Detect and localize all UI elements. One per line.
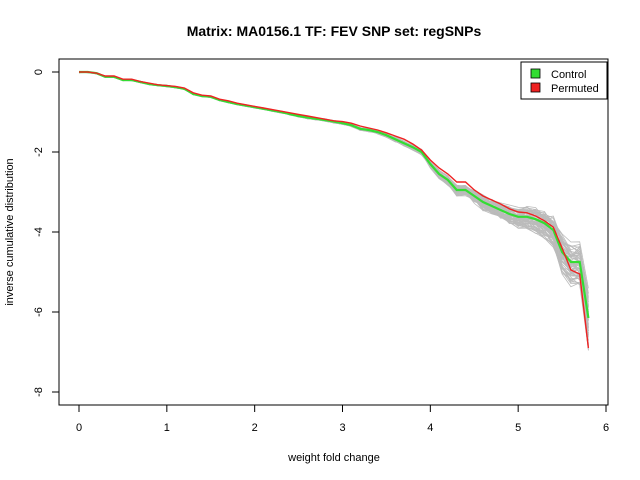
x-tick-label: 3 (339, 422, 345, 434)
background-run-line (78, 71, 589, 318)
background-run-line (79, 71, 589, 317)
background-run-line (78, 71, 589, 315)
background-run-line (78, 71, 589, 305)
background-run-line (78, 72, 589, 320)
background-run-line (78, 71, 589, 327)
background-run-line (79, 71, 589, 332)
background-run-line (78, 71, 589, 326)
background-run-line (78, 71, 589, 338)
background-run-line (78, 71, 589, 318)
background-run-line (78, 71, 589, 317)
background-run-line (79, 71, 589, 289)
series-line-control (79, 70, 590, 319)
background-run-line (79, 71, 589, 332)
legend-label-control: Control (551, 69, 586, 81)
background-run-line (78, 71, 589, 320)
legend-box (520, 61, 608, 100)
background-run-line (78, 71, 589, 313)
x-axis: 0 1 2 3 4 5 6 (76, 404, 609, 434)
series-line-permuted (79, 71, 590, 349)
background-run-line (78, 71, 589, 294)
x-tick-label: 6 (603, 422, 609, 434)
x-tick-label: 0 (76, 422, 82, 434)
background-run-line (79, 71, 589, 308)
background-run-line (79, 71, 589, 307)
y-tick-label: -2 (33, 147, 45, 157)
background-run-line (78, 72, 589, 294)
background-run-line (78, 71, 589, 329)
background-run-line (79, 71, 589, 311)
background-run-line (78, 71, 589, 321)
background-run-line (78, 71, 589, 334)
y-tick-label: 0 (33, 69, 45, 75)
background-run-line (79, 71, 589, 332)
background-run-line (79, 71, 589, 313)
background-run-line (78, 71, 589, 300)
plot-frame (58, 58, 609, 406)
background-run-line (78, 71, 589, 336)
legend-swatch-control (530, 68, 541, 79)
background-run-line (78, 71, 589, 332)
background-run-line (79, 71, 589, 325)
y-tick-label: -6 (33, 307, 45, 317)
background-run-line (78, 71, 589, 308)
x-axis-label: weight fold change (287, 452, 380, 464)
background-run-line (78, 71, 589, 315)
x-tick-label: 2 (252, 422, 258, 434)
background-run-line (78, 71, 589, 328)
y-axis: 0 -2 -4 -6 -8 (33, 69, 60, 397)
x-tick-label: 4 (427, 422, 433, 434)
background-run-line (79, 71, 589, 341)
legend-swatch-permuted (530, 82, 541, 93)
background-run-line (78, 71, 589, 334)
background-run-line (78, 71, 589, 315)
background-run-line (79, 71, 589, 311)
background-run-line (79, 71, 589, 313)
background-run-line (78, 71, 589, 335)
chart-title: Matrix: MA0156.1 TF: FEV SNP set: regSNP… (187, 23, 482, 39)
background-run-line (78, 71, 589, 329)
background-runs (78, 71, 589, 351)
x-tick-label: 1 (164, 422, 170, 434)
background-run-line (79, 71, 589, 302)
background-run-line (79, 72, 589, 336)
x-tick-label: 5 (515, 422, 521, 434)
y-tick-label: -8 (33, 387, 45, 397)
background-run-line (78, 71, 589, 307)
legend: Control Permuted (520, 61, 608, 100)
background-run-line (78, 71, 589, 321)
series-lines (79, 70, 590, 349)
background-run-line (78, 71, 589, 321)
y-tick-label: -4 (33, 227, 45, 237)
background-run-line (78, 72, 589, 313)
background-run-line (78, 71, 589, 297)
y-axis-label: inverse cumulative distribution (4, 158, 16, 305)
background-run-line (79, 71, 589, 302)
legend-label-permuted: Permuted (551, 83, 599, 95)
background-run-line (78, 72, 589, 306)
background-run-line (79, 71, 589, 324)
background-run-line (78, 71, 589, 299)
background-run-line (78, 71, 589, 306)
